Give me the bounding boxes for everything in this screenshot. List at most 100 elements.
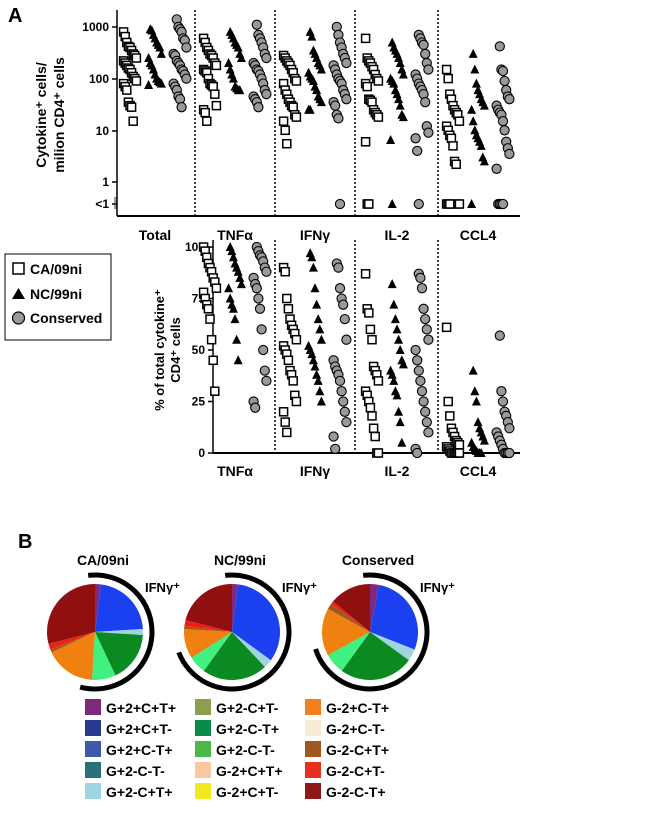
data-point-triangle [233,266,243,276]
data-point-circle [261,52,272,64]
top-y-axis-label: Cytokine⁺ cells/ milion CD4⁺ cells [33,57,67,173]
pie-slice [95,632,143,676]
data-point-circle [333,113,344,124]
data-point-triangle [395,417,405,427]
data-point-triangle [307,252,317,262]
data-point-circle [421,416,432,428]
data-point-triangle [312,369,322,379]
y-tick-label: 1 [102,175,109,189]
data-point-circle [251,283,262,294]
y-tick-label: 1000 [82,20,109,34]
data-point-circle [423,64,434,75]
data-point-triangle [470,386,480,396]
data-point-circle [415,375,426,387]
data-point-square [211,100,222,111]
pie-slice [95,584,102,632]
data-point-triangle [228,303,238,313]
data-point-triangle [233,42,243,52]
data-point-circle [258,344,269,356]
ifng-arc-label: IFNγ⁺ [420,580,455,595]
data-point-circle [330,443,341,455]
data-point-triangle [315,324,325,334]
data-point-circle [334,375,346,387]
legend-swatch [305,699,321,715]
legend-b-item: G-2+C+T- [216,784,279,800]
data-point-circle [341,57,352,69]
data-point-square [288,376,298,386]
data-point-triangle [468,116,478,126]
pie-slice [370,632,415,661]
legend-swatch [195,699,211,715]
data-point-circle [423,334,434,345]
data-point-square [367,97,377,107]
data-point-square [128,116,138,126]
pie-slice [95,584,143,632]
data-point-circle [261,89,272,100]
legend-swatch [85,762,101,778]
legend-b-item: G-2-C+T- [326,763,385,779]
legend-swatch [195,720,211,736]
data-point-triangle [305,26,315,36]
ifng-arc [79,572,155,692]
data-point-triangle [386,134,396,144]
data-point-square [205,314,215,324]
data-point-triangle [313,314,323,324]
data-point-square [454,116,465,126]
data-point-square [367,411,377,421]
data-point-square [210,386,220,396]
y-tick-label: 0 [198,446,205,460]
data-point-square [443,73,453,84]
ifng-arc [176,572,292,692]
x-category-label: IL-2 [385,463,410,479]
data-point-circle [261,266,272,277]
legend-b-item: G-2+C-T+ [326,700,389,716]
data-point-circle [420,97,431,108]
legend-a: CA/09ni NC/99ni Conserved [4,253,112,341]
top-y-label-line2: milion CD4⁺ cells [51,57,67,173]
pie-slice [91,632,116,680]
data-point-square [373,112,384,122]
data-point-triangle [397,437,407,447]
data-point-circle [418,39,429,50]
data-point-triangle [468,365,478,375]
data-point-triangle [479,156,489,166]
data-point-triangle [471,78,481,88]
data-point-circle [341,416,352,428]
data-point-circle [497,396,509,407]
data-point-square [122,85,132,95]
data-point-square [288,102,298,112]
y-tick-label: 10 [96,124,110,138]
data-point-triangle [392,390,402,400]
data-point-circle [339,313,350,325]
data-point-square [373,76,384,86]
data-point-square [445,411,455,421]
pie-slice [203,632,265,681]
data-point-square [211,283,222,293]
data-point-triangle [398,112,408,122]
pie-title: CA/09ni [77,552,129,568]
legend-swatch [305,762,321,778]
data-point-circle [412,145,423,157]
data-point-circle [333,262,344,273]
legend-swatch [85,720,101,736]
legend-b-item: G-2+C-T- [326,721,385,737]
data-point-triangle [316,396,326,406]
data-point-triangle [398,69,408,79]
x-category-label: TNFα [217,227,253,243]
y-tick-label: <1 [95,197,109,211]
data-point-triangle [232,334,242,344]
data-point-triangle [470,125,480,135]
data-point-circle [256,324,267,335]
legend-b-item: G+2-C-T- [106,763,165,779]
data-point-triangle [224,58,234,68]
data-point-square [203,304,214,314]
data-point-square [454,448,465,458]
data-point-square [370,431,380,442]
data-point-circle [420,313,431,325]
y-tick-label: 25 [192,395,206,409]
legend-swatch [195,762,211,778]
data-point-square [454,199,465,209]
data-point-circle [339,406,350,417]
data-point-circle [254,303,266,314]
data-point-triangle [389,375,399,385]
